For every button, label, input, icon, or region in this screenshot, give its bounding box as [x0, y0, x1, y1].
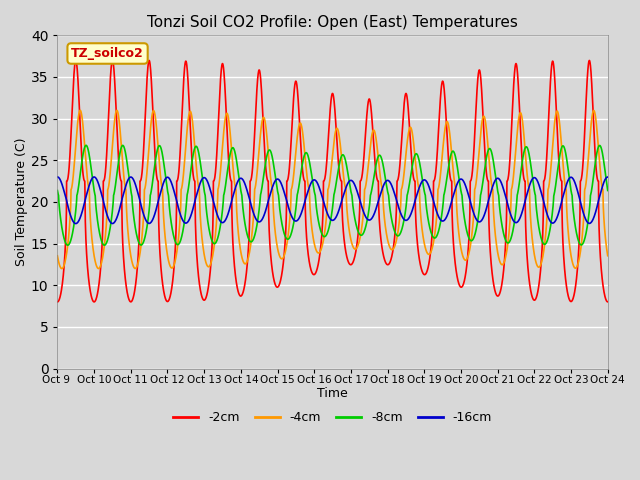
-16cm — [534, 179, 541, 185]
-4cm — [58, 266, 66, 272]
-2cm — [116, 176, 124, 181]
Title: Tonzi Soil CO2 Profile: Open (East) Temperatures: Tonzi Soil CO2 Profile: Open (East) Temp… — [147, 15, 518, 30]
-2cm — [593, 175, 601, 180]
Line: -8cm: -8cm — [58, 145, 608, 245]
-2cm — [604, 299, 612, 305]
-16cm — [604, 174, 612, 180]
Line: -16cm: -16cm — [58, 177, 608, 224]
-2cm — [54, 299, 61, 305]
-4cm — [116, 133, 124, 139]
-8cm — [593, 148, 601, 154]
-16cm — [593, 204, 601, 210]
-8cm — [534, 219, 542, 225]
Y-axis label: Soil Temperature (C): Soil Temperature (C) — [15, 138, 28, 266]
Legend: -2cm, -4cm, -8cm, -16cm: -2cm, -4cm, -8cm, -16cm — [168, 406, 497, 429]
-2cm — [265, 209, 273, 215]
-8cm — [64, 242, 72, 248]
-4cm — [534, 264, 542, 270]
-4cm — [149, 108, 157, 114]
Line: -2cm: -2cm — [58, 60, 608, 302]
-8cm — [116, 147, 124, 153]
-16cm — [149, 216, 157, 222]
Text: TZ_soilco2: TZ_soilco2 — [71, 47, 144, 60]
-4cm — [593, 131, 601, 136]
-4cm — [265, 156, 273, 161]
-8cm — [54, 188, 61, 193]
-2cm — [534, 289, 541, 295]
-8cm — [149, 174, 157, 180]
-8cm — [265, 147, 273, 153]
-16cm — [289, 215, 296, 221]
-4cm — [76, 108, 84, 113]
-2cm — [289, 114, 296, 120]
-8cm — [82, 143, 90, 148]
-16cm — [72, 221, 79, 227]
X-axis label: Time: Time — [317, 387, 348, 400]
-16cm — [116, 203, 124, 209]
-4cm — [289, 180, 296, 186]
-4cm — [604, 253, 612, 259]
-2cm — [149, 112, 157, 118]
-4cm — [54, 253, 61, 259]
Line: -4cm: -4cm — [58, 110, 608, 269]
-16cm — [54, 174, 61, 180]
-8cm — [289, 225, 296, 231]
-8cm — [604, 188, 612, 193]
-16cm — [265, 197, 273, 203]
-2cm — [72, 58, 79, 63]
